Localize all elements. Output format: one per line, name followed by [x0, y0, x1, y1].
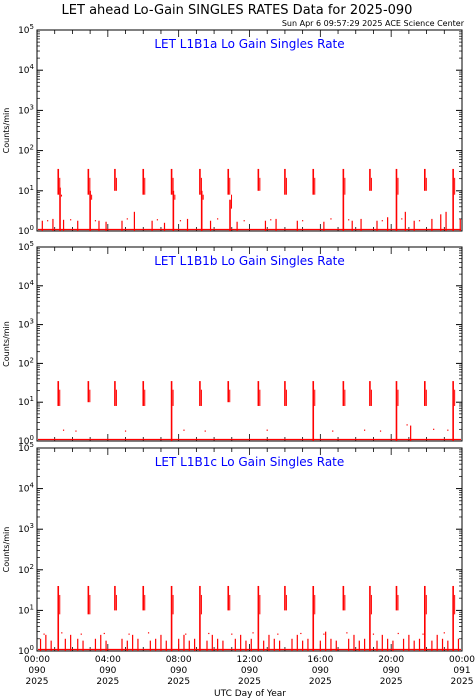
x-tick-time: 04:00 [95, 655, 121, 665]
x-tick-year: 2025 [96, 677, 119, 687]
scatter-point [62, 429, 65, 431]
scatter-point [418, 220, 421, 222]
scatter-point [266, 429, 268, 431]
y-tick-label: 101 [18, 395, 34, 408]
x-tick-doy: 090 [383, 666, 400, 676]
x-tick-doy: 091 [453, 666, 470, 676]
figure-title: LET ahead Lo-Gain SINGLES RATES Data for… [62, 3, 413, 18]
y-tick-label: 102 [18, 356, 34, 369]
scatter-point [243, 220, 245, 222]
panel-1: 100 101 102 103 104 105 Counts/min LET L1B1a Lo… [2, 23, 463, 237]
x-tick-doy: 090 [28, 666, 45, 676]
scatter-point [323, 633, 325, 635]
scatter-point [252, 632, 254, 634]
panel-title: LET L1B1a Lo Gain Singles Rate [154, 37, 344, 51]
x-tick-time: 00:00 [449, 655, 475, 665]
scatter-point [43, 633, 45, 635]
scatter-point [372, 633, 375, 635]
x-tick-time: 12:00 [237, 655, 263, 665]
scatter-point [80, 633, 82, 635]
scatter-point [128, 633, 130, 635]
y-tick-label: 104 [18, 279, 34, 292]
scatter-point [447, 429, 449, 431]
y-tick-label: 101 [18, 603, 34, 616]
y-tick-label: 103 [18, 522, 34, 535]
y-axis-label: Counts/min [2, 321, 11, 367]
x-tick-year: 2025 [26, 677, 49, 687]
scatter-point [208, 632, 210, 635]
scatter-point [401, 218, 403, 220]
x-tick-year: 2025 [309, 677, 332, 687]
scatter-point [406, 424, 408, 426]
scatter-point [348, 219, 350, 221]
scatter-point [103, 632, 105, 635]
scatter-point [422, 633, 424, 635]
y-tick-label: 103 [18, 103, 34, 116]
panel-title: LET L1B1c Lo Gain Singles Rate [155, 455, 345, 469]
y-tick-label: 103 [18, 318, 34, 331]
scatter-point [277, 633, 279, 635]
y-tick-label: 105 [18, 23, 34, 36]
scatter-point [302, 220, 304, 222]
x-tick-doy: 090 [99, 666, 116, 676]
x-tick-doy: 090 [170, 666, 187, 676]
x-tick-year: 2025 [380, 677, 403, 687]
x-axis-label: UTC Day of Year [214, 689, 286, 699]
scatter-point [443, 632, 445, 634]
scatter-point [94, 220, 97, 222]
x-tick-year: 2025 [238, 677, 261, 687]
scatter-point [433, 428, 435, 430]
scatter-point [332, 430, 334, 432]
scatter-point [156, 219, 159, 221]
x-tick-time: 00:00 [24, 655, 50, 665]
x-tick-year: 2025 [451, 677, 474, 687]
x-tick-year: 2025 [167, 677, 190, 687]
scatter-point [346, 632, 348, 634]
y-tick-label: 101 [18, 184, 34, 197]
scatter-point [185, 633, 187, 635]
y-tick-label: 102 [18, 563, 34, 576]
x-tick-time: 16:00 [307, 655, 333, 665]
x-tick-time: 20:00 [378, 655, 404, 665]
panel-title: LET L1B1b Lo Gain Singles Rate [154, 254, 345, 268]
y-tick-label: 104 [18, 482, 34, 495]
scatter-point [397, 632, 399, 635]
x-tick-time: 08:00 [166, 655, 192, 665]
plot-frame [36, 29, 463, 232]
x-tick-doy: 090 [241, 666, 258, 676]
y-tick-label: 100 [18, 224, 34, 237]
scatter-point [47, 220, 49, 222]
scatter-point [75, 430, 77, 432]
timestamp: Sun Apr 6 09:57:29 2025 ACE Science Cent… [282, 19, 465, 28]
scatter-point [217, 218, 219, 220]
y-axis-label: Counts/min [2, 527, 11, 573]
scatter-point [70, 219, 72, 221]
scatter-point [379, 430, 382, 432]
scatter-point [381, 220, 383, 222]
scatter-point [300, 632, 302, 635]
scatter-point [61, 632, 63, 634]
scatter-point [204, 430, 206, 432]
y-tick-label: 102 [18, 144, 34, 157]
x-tick-doy: 090 [312, 666, 329, 676]
scatter-point [147, 632, 150, 634]
scatter-point [231, 633, 233, 635]
plot-frame [36, 246, 463, 442]
y-tick-label: 105 [18, 240, 34, 253]
scatter-point [330, 218, 332, 220]
y-axis-label: Counts/min [2, 108, 11, 154]
scatter-point [270, 219, 272, 221]
scatter-point [183, 429, 185, 431]
scatter-point [126, 218, 128, 220]
scatter-point [124, 430, 127, 432]
scatter-point [364, 429, 366, 431]
plot-frame [36, 447, 463, 652]
scatter-point [179, 220, 182, 222]
y-tick-label: 104 [18, 63, 34, 76]
